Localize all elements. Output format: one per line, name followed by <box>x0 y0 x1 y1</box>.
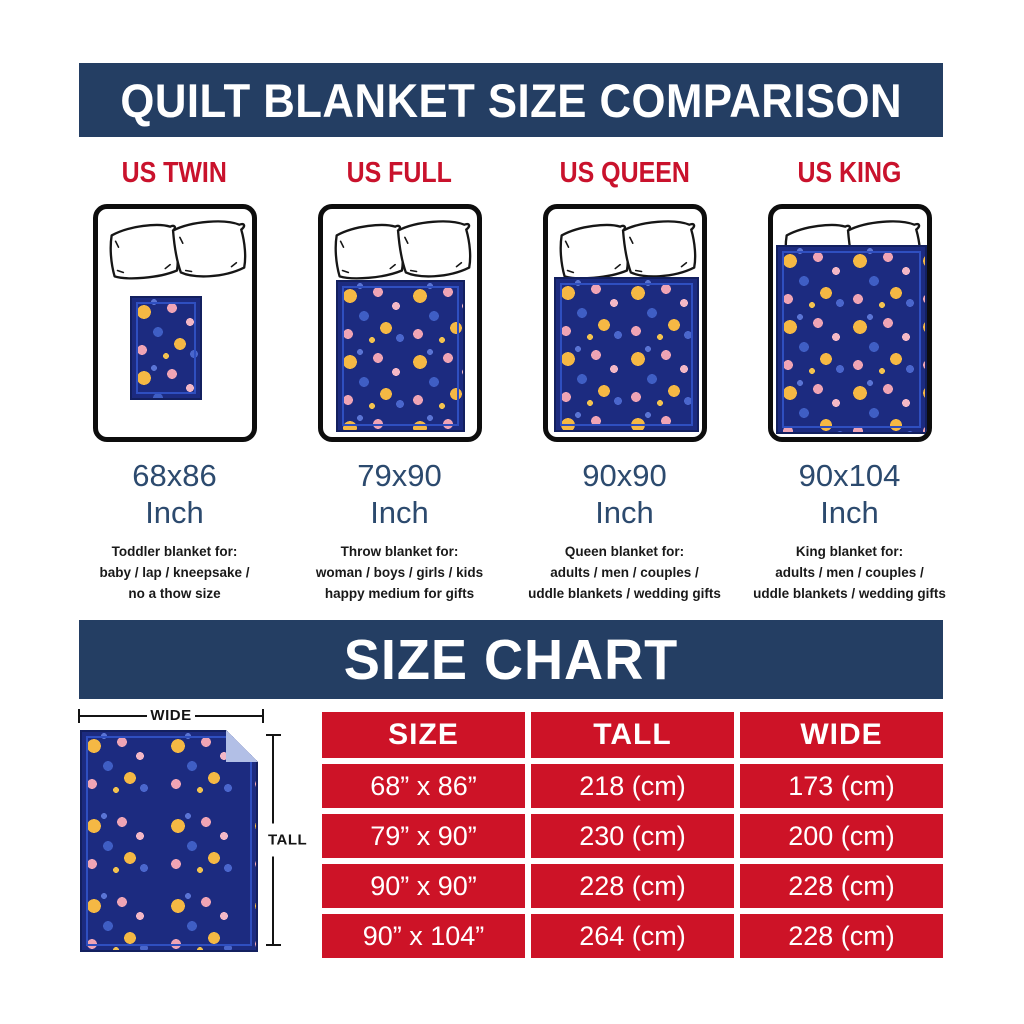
description-line: no a thow size <box>128 585 221 601</box>
size-dimensions: 79x90 <box>357 458 442 493</box>
tall-measurement: TALL <box>266 728 308 952</box>
measure-line <box>194 714 263 717</box>
pillows-icon <box>109 220 246 280</box>
tall-label: TALL <box>268 823 308 857</box>
blanket-pattern <box>80 730 258 952</box>
size-description: Throw blanket for: woman / boys / girls … <box>316 542 483 605</box>
bed-illustration <box>542 204 707 442</box>
table-cell: 200 (cm) <box>740 814 943 858</box>
size-comparison-row: US TWIN 68x86 Inch Toddler blanket for: … <box>62 156 962 605</box>
column-us-queen: US QUEEN 90x90 Inch Queen blanket for: a… <box>512 156 737 605</box>
table-cell: 230 (cm) <box>531 814 734 858</box>
table-cell: 264 (cm) <box>531 914 734 958</box>
size-description: King blanket for: adults / men / couples… <box>753 542 946 605</box>
pillows-icon <box>559 220 696 280</box>
wide-measurement: WIDE <box>78 707 265 724</box>
wide-label: WIDE <box>150 707 192 724</box>
column-title: US KING <box>797 157 902 189</box>
table-cell: 228 (cm) <box>740 864 943 908</box>
table-cell: 228 (cm) <box>531 864 734 908</box>
size-unit: Inch <box>370 495 429 530</box>
table-header-wide: WIDE <box>740 712 943 758</box>
measure-end-tick <box>266 944 281 946</box>
bed-illustration <box>92 204 257 442</box>
size-chart-banner: SIZE CHART <box>79 620 943 699</box>
table-header-tall: TALL <box>531 712 734 758</box>
column-us-twin: US TWIN 68x86 Inch Toddler blanket for: … <box>62 156 287 605</box>
quilt-swatch-queen <box>553 277 700 432</box>
description-line: uddle blankets / wedding gifts <box>528 585 721 601</box>
size-dimensions: 68x86 <box>132 458 217 493</box>
description-line: King blanket for: <box>795 544 904 559</box>
page-title: QUILT BLANKET SIZE COMPARISON <box>120 73 902 127</box>
size-dimensions: 90x90 <box>582 458 667 493</box>
description-line: happy medium for gifts <box>324 585 475 601</box>
size-unit: Inch <box>820 495 879 530</box>
description-line: baby / lap / kneepsake / <box>99 564 250 580</box>
size-description: Toddler blanket for: baby / lap / kneeps… <box>99 542 249 605</box>
size-chart-table: SIZE TALL WIDE 68” x 86” 218 (cm) 173 (c… <box>322 712 943 958</box>
description-line: Toddler blanket for: <box>111 544 238 559</box>
column-us-full: US FULL 79x90 Inch Throw blanket for: wo… <box>287 156 512 605</box>
quilt-swatch-king <box>775 245 927 435</box>
column-us-king: US KING 90x104 Inch King blanket for: ad… <box>737 156 962 605</box>
table-cell: 228 (cm) <box>740 914 943 958</box>
table-cell: 173 (cm) <box>740 764 943 808</box>
quilt-swatch-twin <box>129 295 202 400</box>
column-title: US FULL <box>346 157 453 189</box>
size-description: Queen blanket for: adults / men / couple… <box>528 542 721 605</box>
description-line: adults / men / couples / <box>775 564 924 580</box>
measure-end-tick <box>266 734 281 736</box>
pillows-icon <box>334 220 471 280</box>
folded-corner <box>226 730 258 762</box>
table-cell: 218 (cm) <box>531 764 734 808</box>
description-line: Queen blanket for: <box>564 544 685 559</box>
table-cell: 79” x 90” <box>322 814 525 858</box>
bed-illustration <box>767 204 932 442</box>
column-title: US TWIN <box>121 157 228 189</box>
size-unit: Inch <box>595 495 654 530</box>
description-line: Throw blanket for: <box>340 544 459 559</box>
description-line: woman / boys / girls / kids <box>315 564 484 580</box>
size-unit: Inch <box>145 495 204 530</box>
size-dimensions: 90x104 <box>798 458 901 493</box>
measure-line <box>80 714 148 717</box>
quilt-swatch-full <box>336 279 466 432</box>
size-chart-title: SIZE CHART <box>343 627 679 692</box>
table-cell: 90” x 104” <box>322 914 525 958</box>
table-cell: 90” x 90” <box>322 864 525 908</box>
description-line: uddle blankets / wedding gifts <box>753 585 946 601</box>
table-cell: 68” x 86” <box>322 764 525 808</box>
blanket-illustration <box>80 730 258 952</box>
table-header-size: SIZE <box>322 712 525 758</box>
column-title: US QUEEN <box>559 157 690 189</box>
measure-end-tick <box>262 708 265 723</box>
bed-illustration <box>317 204 482 442</box>
measure-end-tick <box>78 708 80 723</box>
description-line: adults / men / couples / <box>550 564 699 580</box>
title-banner: QUILT BLANKET SIZE COMPARISON <box>79 63 943 137</box>
